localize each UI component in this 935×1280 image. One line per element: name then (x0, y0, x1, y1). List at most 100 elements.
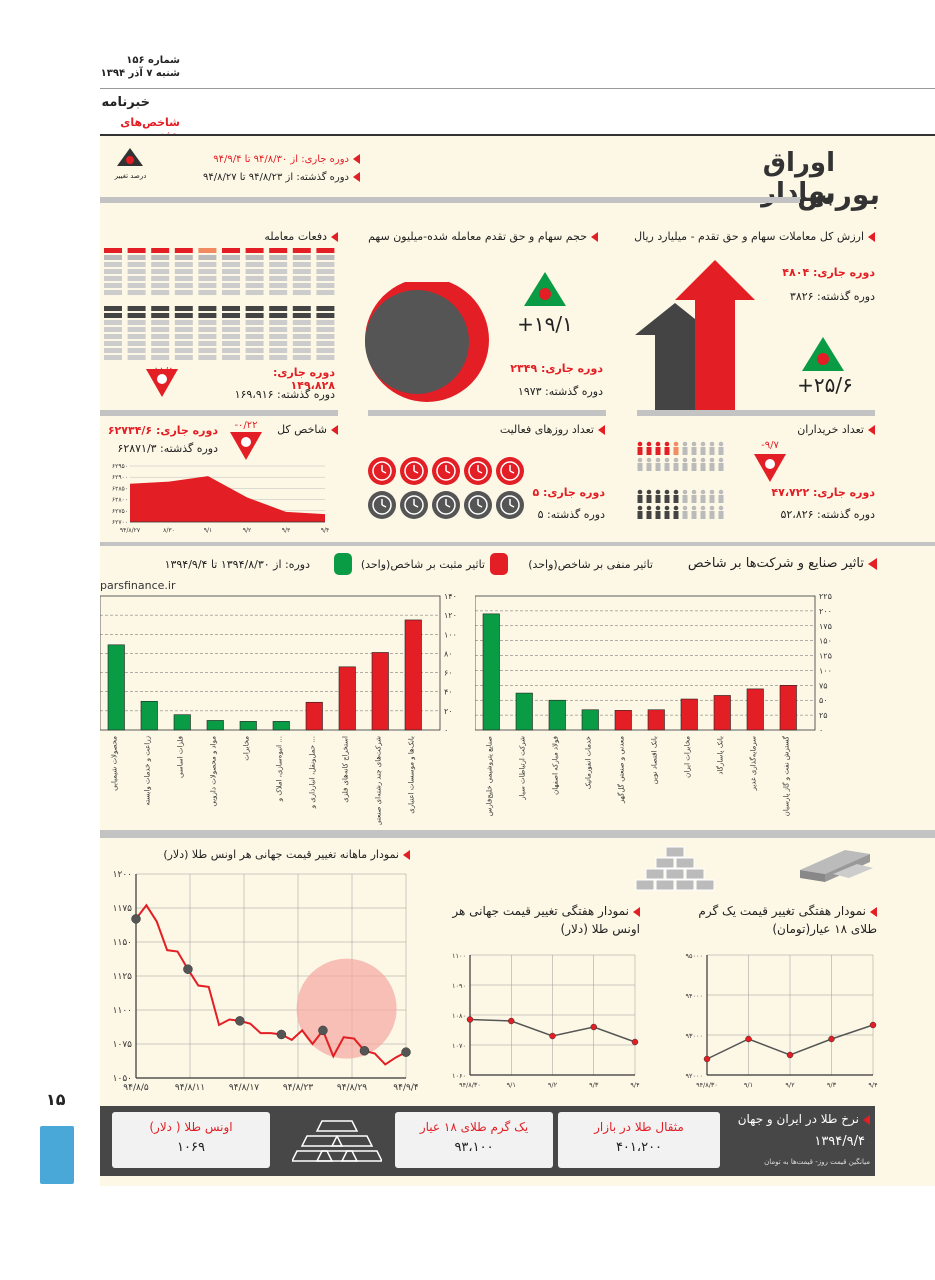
transactions-cell (245, 348, 264, 353)
transactions-cell (316, 355, 335, 360)
bar (647, 709, 665, 731)
monthly-gold-chart: ۱۰۵۰ ۱۰۷۵ ۱۱۰۰ ۱۱۲۵ ۱۱۵۰ ۱۱۷۵ ۱۲۰۰ ۹۴/۸/۵ ۹۴/۸/۱… (113, 870, 418, 1093)
transactions-cell (269, 313, 288, 318)
clock-icon (381, 470, 387, 474)
transactions-cell (198, 269, 217, 274)
index-y-tick: ۶۲۸۵۰ (112, 485, 128, 492)
bar (404, 619, 422, 731)
gold-bar-icon (635, 879, 655, 891)
value-traded-up-icon (802, 337, 844, 371)
person-icon (682, 457, 688, 463)
person-icon (664, 457, 670, 463)
bar-category-label: شرکت‌های چند رشته‌ای صنعتی (374, 736, 382, 825)
bar (272, 721, 290, 731)
person-icon (673, 489, 679, 495)
weekly-ounce-title-1: نمودار هفتگی تغییر قیمت جهانی هر (440, 904, 640, 918)
bar-category-label: زراعت و خدمات وابسته (143, 736, 151, 806)
gold-bar-icon (645, 868, 665, 880)
bar-category-label: مخابرات (242, 736, 250, 761)
mesghal-box: مثقال طلا در بازار ۴۰۱،۲۰۰ (558, 1112, 720, 1168)
bar-y-tick: ۰ (444, 726, 448, 735)
transactions-cell (104, 334, 122, 339)
person-icon (646, 441, 652, 447)
transactions-cell (174, 341, 193, 346)
section-title: خبرنامه (101, 95, 150, 110)
transactions-cell (127, 269, 146, 274)
transactions-cell (198, 283, 217, 288)
bar-y-tick: ۴۰ (444, 688, 453, 697)
transactions-cell (316, 262, 335, 267)
person-icon (655, 457, 661, 463)
person-icon (709, 505, 715, 511)
transactions-cell (316, 334, 335, 339)
person-icon (718, 463, 724, 471)
index-x-tick: ۹/۳ (282, 527, 291, 534)
person-icon (691, 511, 697, 519)
transactions-cell (104, 283, 122, 288)
clock-icon (445, 504, 451, 508)
bar-category-label: انبوه‌سازی، املاک و ... (275, 736, 283, 802)
transactions-cell (292, 355, 311, 360)
line-x-tick: ۹۴/۸/۲۳ (283, 1083, 313, 1093)
transactions-cell (292, 269, 311, 274)
transactions-cell (198, 355, 217, 360)
gold-bar-icon (695, 879, 715, 891)
line-y-tick: ۹۳۰۰۰ (686, 1032, 703, 1040)
gold-bar-icon (655, 879, 675, 891)
transactions-cell (151, 327, 170, 332)
bar (305, 701, 323, 731)
transactions-cell (151, 248, 170, 253)
person-icon (700, 489, 706, 495)
line-x-tick: ۹/۱ (744, 1081, 753, 1089)
line-y-tick: ۹۴۰۰۰ (686, 992, 703, 1000)
transactions-cell (174, 255, 193, 260)
line-x-tick: ۹۴/۸/۲۹ (337, 1083, 367, 1093)
gold-bar-icon (675, 879, 695, 891)
line-y-tick: ۱۲۰۰ (113, 870, 132, 880)
industries-bar-chart: ۰ ۲۰ ۴۰ ۶۰ ۸۰ ۱۰۰ ۱۲۰ ۱۴۰ محصولات شیمیایی زراعت و… (100, 592, 457, 825)
transactions-cell (269, 348, 288, 353)
person-icon (682, 495, 688, 503)
active-days-current: دوره جاری: ۵ (532, 486, 605, 499)
index-y-tick: ۶۲۹۰۰ (112, 474, 128, 481)
clock-icon (404, 495, 424, 515)
total-index-title: شاخص کل (270, 423, 338, 436)
transactions-cell (245, 313, 264, 318)
bar-category-label: حمل‌ونقل، انبارداری و ... (308, 736, 316, 809)
person-icon (691, 489, 697, 495)
transactions-cell (198, 313, 217, 318)
bar (746, 688, 764, 731)
person-icon (655, 463, 661, 471)
transactions-cell (292, 255, 311, 260)
transactions-cell (269, 334, 288, 339)
transactions-cell (198, 320, 217, 325)
transactions-cell (222, 262, 240, 267)
gold-bars-icon (800, 850, 873, 882)
transactions-cell (174, 320, 193, 325)
transactions-cell (198, 290, 217, 295)
transactions-cell (127, 320, 146, 325)
bar (239, 721, 257, 731)
transactions-cell (198, 341, 217, 346)
transactions-cell (104, 255, 122, 260)
bar-y-tick: ۲۵ (819, 711, 828, 720)
line-y-tick: ۱۱۰۰ (452, 952, 466, 960)
gold-bars-footer-icon (292, 1120, 382, 1162)
person-icon (655, 495, 661, 503)
transactions-cell (222, 283, 240, 288)
transactions-cell (104, 276, 122, 281)
transactions-cell (245, 290, 264, 295)
transactions-cell (198, 276, 217, 281)
bar-y-tick: ۱۰۰ (444, 630, 457, 639)
bar-y-tick: ۱۲۵ (819, 652, 832, 661)
person-icon (673, 463, 679, 471)
transactions-cell (104, 269, 122, 274)
transactions-cell (316, 306, 335, 311)
transactions-cell (222, 341, 240, 346)
transactions-cell (316, 341, 335, 346)
line-marker (703, 1055, 711, 1063)
index-y-tick: ۶۲۷۵۰ (112, 508, 128, 515)
positive-legend-label: تاثیر مثبت بر شاخص(واحد) (360, 558, 485, 571)
transactions-cell (316, 320, 335, 325)
person-icon (718, 505, 724, 511)
